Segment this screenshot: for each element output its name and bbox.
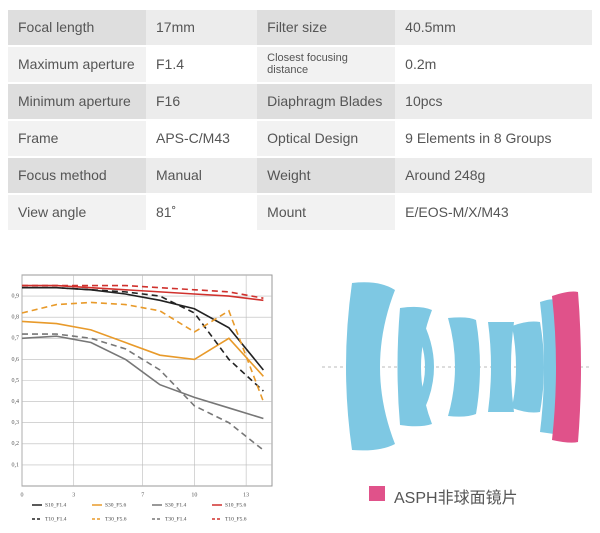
mtf-curve xyxy=(21,335,264,420)
legend-label: S10_F5.6 xyxy=(225,502,246,508)
asph-swatch xyxy=(369,486,385,501)
x-tick-label: 13 xyxy=(243,492,249,498)
spec-label: Filter size xyxy=(257,10,396,45)
y-tick-label: 0,6 xyxy=(12,357,20,363)
spec-label: Focal length xyxy=(8,10,146,45)
spec-label: Diaphragm Blades xyxy=(257,84,396,119)
mtf-chart: 0,9 0,8 0,7 0,6 0,5 0,4 0,3 0,2 0,1 0 3 7 10 13 S10_F1… xyxy=(12,274,273,522)
spec-row: Focal length 17mm Filter size 40.5mm xyxy=(8,10,592,45)
spec-label: Closest focusing distance xyxy=(257,47,396,82)
legend-label: T10_F1.4 xyxy=(45,516,67,522)
mtf-curve xyxy=(21,320,264,377)
spec-label: Frame xyxy=(8,121,146,156)
spec-value: E/EOS-M/X/M43 xyxy=(405,204,509,221)
spec-row: Focus method Manual Weight Around 248g xyxy=(8,158,592,193)
spec-value: 81˚ xyxy=(156,204,177,221)
legend-label: S30_F1.4 xyxy=(165,502,186,508)
spec-row: Frame APS-C/M43 Optical Design 9 Elements i… xyxy=(8,121,592,156)
y-tick-label: 0,1 xyxy=(12,462,20,468)
legend-label: S10_F1.4 xyxy=(45,502,66,508)
spec-label: Weight xyxy=(257,158,396,193)
y-tick-label: 0,3 xyxy=(12,420,20,426)
mtf-curve xyxy=(22,284,264,299)
legend-label: T30_F5.6 xyxy=(105,516,127,522)
spec-value: 40.5mm xyxy=(395,10,592,45)
spec-label: Optical Design xyxy=(257,121,396,156)
x-tick-label: 7 xyxy=(141,492,144,498)
y-tick-label: 0,7 xyxy=(12,336,20,342)
y-tick-label: 0,2 xyxy=(12,441,20,447)
x-tick-label: 0 xyxy=(21,492,24,498)
spec-label: Maximum aperture xyxy=(8,47,146,82)
spec-value: 9 Elements in 8 Groups xyxy=(405,130,552,147)
spec-value: 17mm xyxy=(146,10,258,45)
mtf-curve xyxy=(22,333,264,451)
legend-label: T30_F1.4 xyxy=(165,516,187,522)
mtf-curve xyxy=(21,301,265,402)
spec-value: F16 xyxy=(146,84,258,119)
lens-elements xyxy=(346,282,558,451)
spec-label: Focus method xyxy=(8,158,146,193)
spec-value: Manual xyxy=(146,158,258,193)
x-tick-label: 10 xyxy=(191,492,197,498)
y-tick-label: 0,4 xyxy=(12,399,20,405)
spec-table: Focal length 17mm Filter size 40.5mm Maximum… xyxy=(8,8,592,232)
x-tick-label: 3 xyxy=(72,492,75,498)
y-tick-label: 0,5 xyxy=(12,378,20,384)
spec-value: Around 248g xyxy=(395,158,592,193)
spec-label: Mount xyxy=(257,195,396,230)
mtf-curve xyxy=(22,286,264,392)
spec-row: Maximum aperture F1.4 Closest focusing dis… xyxy=(8,47,592,82)
spec-label: Minimum aperture xyxy=(8,84,146,119)
spec-row: Minimum aperture F16 Diaphragm Blades 10pcs xyxy=(8,84,592,119)
asph-element xyxy=(552,291,581,443)
spec-value: 0.2m xyxy=(405,56,437,73)
legend-label: T10_F5.6 xyxy=(225,516,247,522)
asph-label: ASPH非球面镜片 xyxy=(394,490,518,507)
spec-value: F1.4 xyxy=(156,56,185,73)
y-tick-label: 0,9 xyxy=(12,293,20,299)
y-tick-label: 0,8 xyxy=(12,315,20,321)
spec-label: View angle xyxy=(8,195,146,230)
spec-value: 10pcs xyxy=(395,84,592,119)
spec-row: View angle 81˚ Mount E/EOS-M/X/M43 xyxy=(8,195,592,230)
legend-label: S30_F5.6 xyxy=(105,502,126,508)
spec-value: APS-C/M43 xyxy=(156,130,230,147)
